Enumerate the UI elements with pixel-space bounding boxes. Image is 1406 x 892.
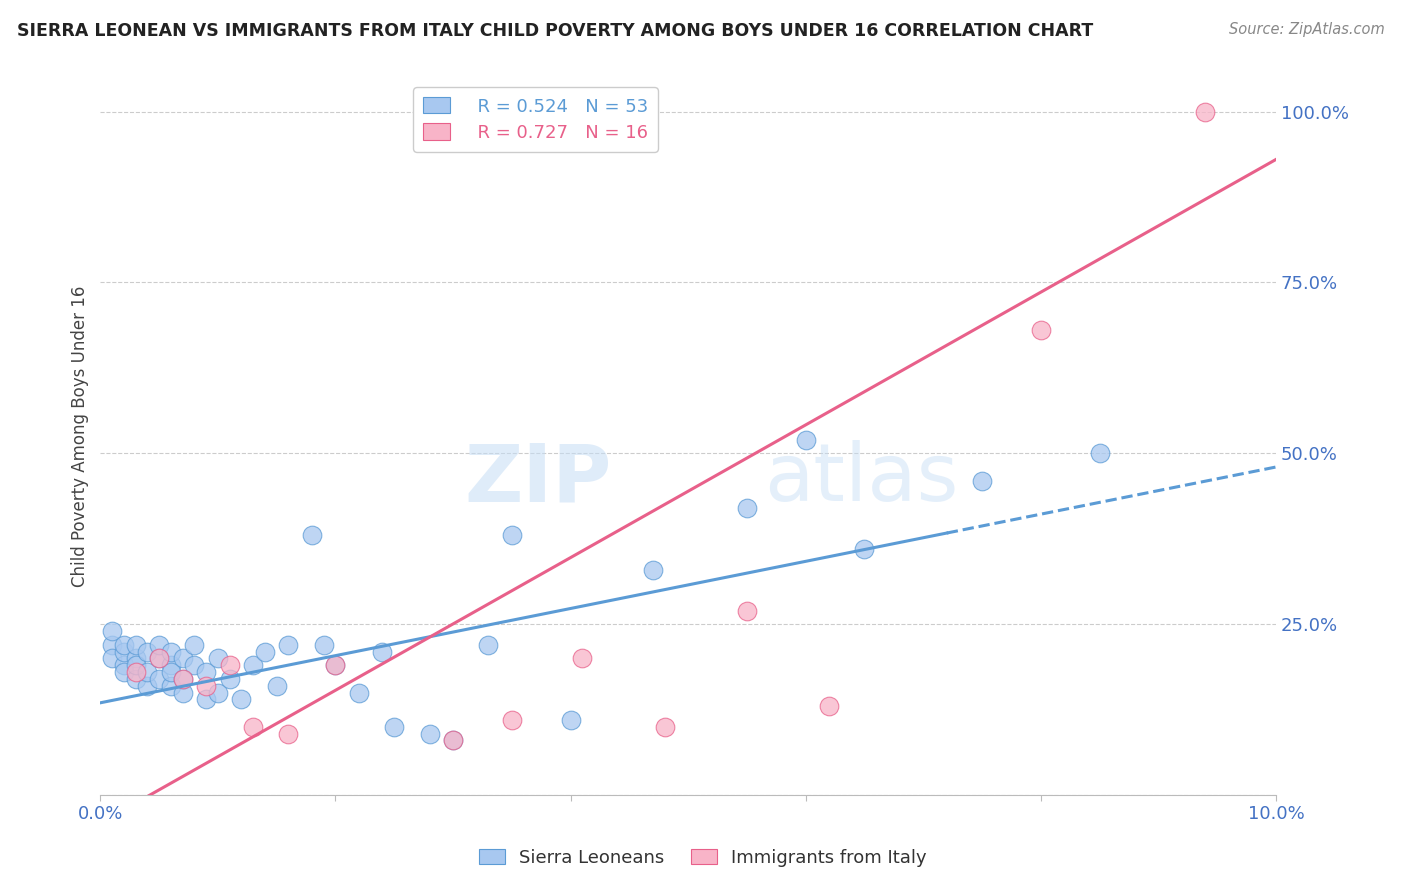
Point: [277, 726, 299, 740]
Point: [242, 658, 264, 673]
Point: [853, 541, 876, 556]
Point: [148, 651, 170, 665]
Point: [418, 726, 440, 740]
Y-axis label: Child Poverty Among Boys Under 16: Child Poverty Among Boys Under 16: [72, 285, 89, 587]
Point: [195, 679, 218, 693]
Point: [172, 651, 194, 665]
Point: [207, 651, 229, 665]
Point: [136, 644, 159, 658]
Point: [207, 685, 229, 699]
Point: [172, 685, 194, 699]
Point: [160, 679, 183, 693]
Point: [794, 433, 817, 447]
Point: [970, 474, 993, 488]
Point: [112, 638, 135, 652]
Point: [160, 644, 183, 658]
Point: [218, 672, 240, 686]
Point: [231, 692, 253, 706]
Point: [325, 658, 347, 673]
Point: [501, 528, 523, 542]
Point: [560, 713, 582, 727]
Point: [1029, 323, 1052, 337]
Point: [301, 528, 323, 542]
Point: [242, 720, 264, 734]
Point: [112, 658, 135, 673]
Point: [818, 699, 841, 714]
Point: [371, 644, 394, 658]
Point: [735, 603, 758, 617]
Point: [124, 638, 146, 652]
Point: [124, 651, 146, 665]
Point: [347, 685, 370, 699]
Point: [148, 651, 170, 665]
Point: [312, 638, 335, 652]
Point: [654, 720, 676, 734]
Point: [101, 638, 124, 652]
Point: [148, 672, 170, 686]
Point: [101, 624, 124, 638]
Point: [148, 638, 170, 652]
Point: [382, 720, 405, 734]
Point: [124, 665, 146, 679]
Point: [277, 638, 299, 652]
Text: Source: ZipAtlas.com: Source: ZipAtlas.com: [1229, 22, 1385, 37]
Point: [641, 562, 664, 576]
Text: SIERRA LEONEAN VS IMMIGRANTS FROM ITALY CHILD POVERTY AMONG BOYS UNDER 16 CORREL: SIERRA LEONEAN VS IMMIGRANTS FROM ITALY …: [17, 22, 1092, 40]
Point: [172, 672, 194, 686]
Text: ZIP: ZIP: [464, 441, 612, 518]
Point: [195, 665, 218, 679]
Point: [101, 651, 124, 665]
Point: [124, 658, 146, 673]
Legend:   R = 0.524   N = 53,   R = 0.727   N = 16: R = 0.524 N = 53, R = 0.727 N = 16: [413, 87, 658, 152]
Point: [183, 638, 205, 652]
Legend: Sierra Leoneans, Immigrants from Italy: Sierra Leoneans, Immigrants from Italy: [472, 842, 934, 874]
Point: [266, 679, 288, 693]
Point: [160, 665, 183, 679]
Point: [571, 651, 593, 665]
Point: [112, 665, 135, 679]
Point: [218, 658, 240, 673]
Point: [172, 672, 194, 686]
Point: [477, 638, 499, 652]
Point: [124, 672, 146, 686]
Point: [441, 733, 464, 747]
Point: [735, 501, 758, 516]
Point: [136, 665, 159, 679]
Point: [195, 692, 218, 706]
Text: atlas: atlas: [765, 441, 959, 518]
Point: [112, 644, 135, 658]
Point: [253, 644, 276, 658]
Point: [183, 658, 205, 673]
Point: [325, 658, 347, 673]
Point: [160, 658, 183, 673]
Point: [501, 713, 523, 727]
Point: [441, 733, 464, 747]
Point: [1194, 104, 1216, 119]
Point: [136, 679, 159, 693]
Point: [1088, 446, 1111, 460]
